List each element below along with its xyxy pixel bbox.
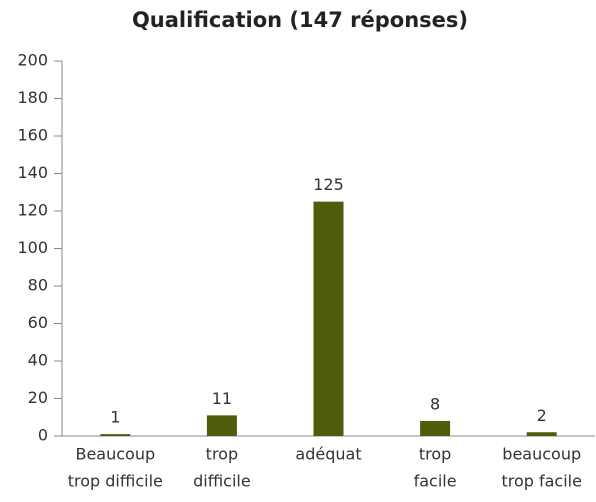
bar	[313, 201, 344, 436]
data-label: 8	[430, 395, 440, 414]
x-tick-label: difficile	[193, 472, 251, 491]
y-tick-label: 100	[17, 238, 48, 257]
bar	[420, 421, 451, 436]
x-tick-label: trop	[206, 445, 238, 464]
y-tick-label: 160	[17, 126, 48, 145]
data-label: 2	[537, 406, 547, 425]
y-tick-label: 20	[28, 388, 48, 407]
y-tick-label: 80	[28, 276, 48, 295]
x-tick-label: trop difficile	[68, 472, 163, 491]
y-tick-label: 200	[17, 51, 48, 70]
y-tick-label: 40	[28, 351, 48, 370]
x-tick-label: trop	[419, 445, 451, 464]
y-tick-label: 140	[17, 163, 48, 182]
x-tick-label: beaucoup	[502, 445, 581, 464]
y-tick-label: 120	[17, 201, 48, 220]
bar	[526, 432, 557, 436]
bar	[206, 415, 237, 436]
y-tick-label: 60	[28, 313, 48, 332]
x-tick-label: Beaucoup	[75, 445, 155, 464]
bar	[100, 434, 131, 436]
x-tick-label: adéquat	[295, 445, 361, 464]
chart-title: Qualification (147 réponses)	[132, 8, 468, 32]
x-tick-label: trop facile	[501, 472, 582, 491]
x-tick-label: facile	[414, 472, 457, 491]
data-label: 11	[212, 389, 232, 408]
data-label: 125	[313, 175, 344, 194]
data-label: 1	[110, 408, 120, 427]
y-tick-label: 0	[38, 426, 48, 445]
y-tick-label: 180	[17, 88, 48, 107]
